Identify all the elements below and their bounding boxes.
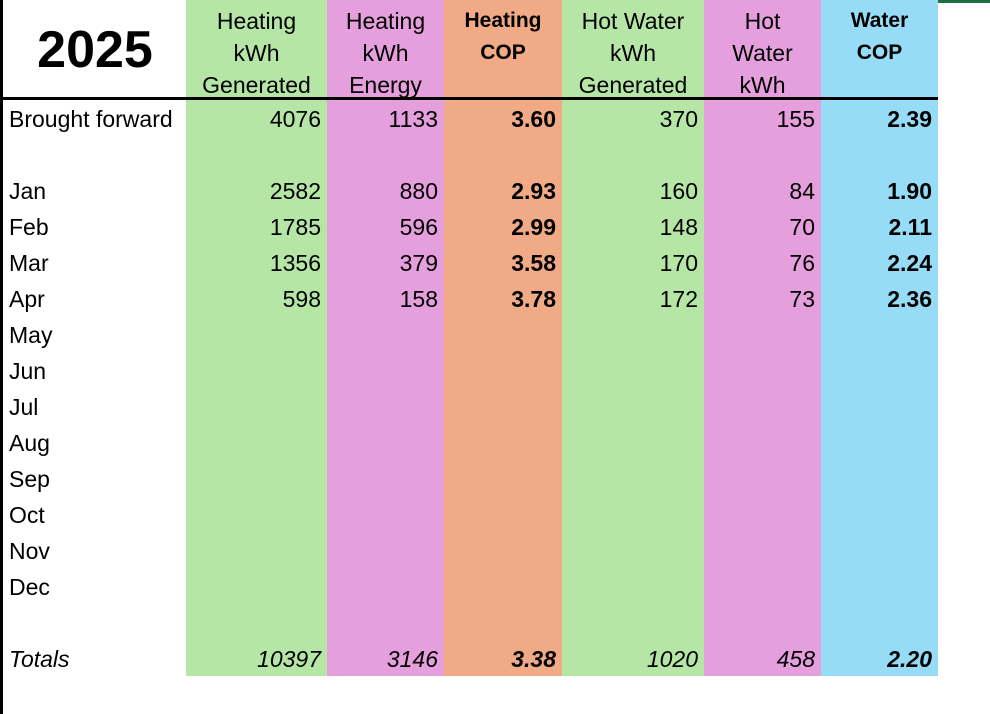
table-cell: 596 [399, 214, 438, 240]
column-header-line: Heating [345, 8, 426, 34]
column-header-line: Hot Water [581, 8, 685, 34]
table-cell: 2.24 [887, 250, 932, 276]
table-cell: 1785 [269, 214, 321, 240]
row-label: Apr [9, 286, 45, 312]
row-label: Brought forward [9, 106, 173, 132]
row-label: Mar [9, 250, 49, 276]
row-label: Dec [9, 574, 50, 600]
table-cell: 1.90 [887, 178, 932, 204]
column-header-line: Energy [349, 72, 422, 98]
row-label: Jan [9, 178, 47, 204]
table-cell: 2582 [269, 178, 321, 204]
table-cell: 158 [399, 286, 438, 312]
top-right-border [938, 0, 990, 3]
row-label: Oct [9, 502, 45, 528]
table-cell: 148 [659, 214, 698, 240]
table-cell: 170 [659, 250, 698, 276]
table-cell: 1356 [269, 250, 321, 276]
table-cell: 2.93 [511, 178, 556, 204]
column-header-line: COP [480, 41, 526, 64]
table-cell: 3.78 [511, 286, 556, 312]
totals-cell: 10397 [257, 646, 321, 672]
table-cell: 84 [789, 178, 815, 204]
table-cell: 160 [659, 178, 698, 204]
table-cell: 76 [789, 250, 815, 276]
column-header-5: Hot Water kWh [704, 5, 821, 101]
row-label: Jun [9, 358, 47, 384]
column-header-4: Hot Water kWh Generated [562, 5, 704, 101]
table-cell: 1133 [388, 106, 438, 132]
row-label: Feb [9, 214, 49, 240]
table-cell: 172 [659, 286, 698, 312]
totals-cell: 3146 [386, 646, 438, 672]
column-header-line: Water [732, 40, 793, 66]
table-cell: 70 [789, 214, 815, 240]
table-cell: 155 [776, 106, 815, 132]
column-band-5 [704, 0, 821, 676]
column-header-line: Generated [202, 72, 311, 98]
column-band-3 [444, 0, 562, 676]
left-border [0, 0, 3, 714]
table-cell: 4076 [269, 106, 321, 132]
column-header-line: Heating [216, 8, 297, 34]
table-cell: 3.58 [511, 250, 556, 276]
totals-cell: 3.38 [511, 646, 556, 672]
totals-cell: 2.20 [887, 646, 932, 672]
header-underline [0, 97, 938, 100]
column-header-line: kWh [362, 40, 409, 66]
table-cell: 2.36 [887, 286, 932, 312]
column-header-line: Heating [464, 9, 542, 32]
totals-cell: 458 [776, 646, 815, 672]
row-label: Sep [9, 466, 50, 492]
column-header-line: kWh [739, 72, 786, 98]
row-label: Aug [9, 430, 50, 456]
column-header-line: kWh [233, 40, 280, 66]
column-band-1 [186, 0, 327, 676]
row-label: Jul [9, 394, 39, 420]
column-header-line: kWh [610, 40, 656, 66]
year-title: 2025 [37, 21, 153, 79]
column-band-2 [327, 0, 444, 676]
totals-label: Totals [9, 646, 70, 672]
table-cell: 598 [282, 286, 321, 312]
column-band-6 [821, 0, 938, 676]
row-label: Nov [9, 538, 50, 564]
column-header-line: COP [856, 41, 903, 64]
column-header-line: Generated [578, 72, 688, 98]
column-header-2: Heating kWh Energy [327, 5, 444, 101]
column-band-4 [562, 0, 704, 676]
column-header-6: Water COP [821, 5, 938, 69]
table-cell: 2.39 [887, 106, 932, 132]
column-header-line: Water [850, 9, 909, 32]
table-cell: 2.11 [888, 214, 933, 240]
column-header-3: Heating COP [444, 5, 562, 69]
table-cell: 73 [789, 286, 815, 312]
table-cell: 880 [399, 178, 438, 204]
totals-cell: 1020 [646, 646, 698, 672]
table-cell: 370 [659, 106, 698, 132]
table-cell: 3.60 [511, 106, 556, 132]
column-header-1: Heating kWh Generated [186, 5, 327, 101]
row-label: May [9, 322, 53, 348]
table-cell: 2.99 [511, 214, 556, 240]
table-cell: 379 [399, 250, 438, 276]
column-header-line: Hot [744, 8, 781, 34]
